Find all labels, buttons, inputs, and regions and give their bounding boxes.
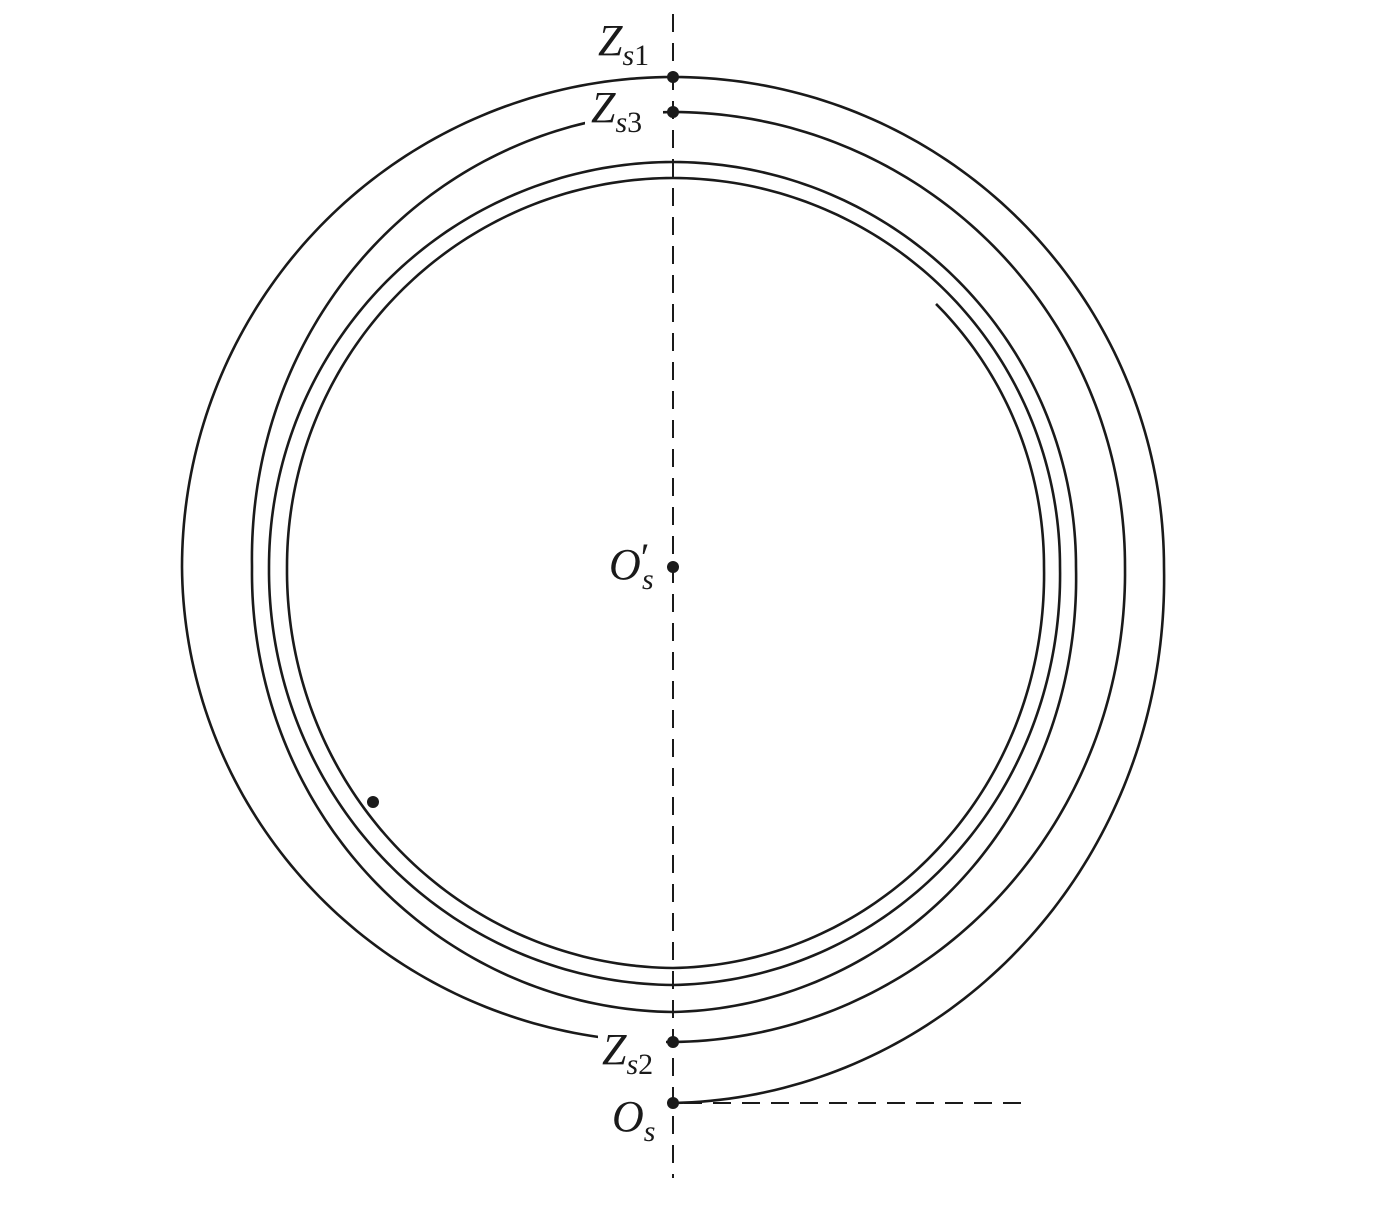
label-os-main: O — [612, 1092, 644, 1141]
label-zs3-backdrop — [585, 88, 663, 138]
label-zs3-num: 3 — [627, 106, 642, 139]
point-os-prime — [667, 561, 679, 573]
label-zs1-sub: s — [622, 39, 634, 72]
point-os — [667, 1097, 679, 1109]
label-os-sub: s — [644, 1115, 656, 1148]
label-zs2-num: 2 — [638, 1048, 653, 1081]
label-os-prime-main: O — [609, 540, 641, 589]
label-os-prime-sub: s — [642, 563, 654, 596]
point-zs1 — [667, 71, 679, 83]
label-zs2-main: Z — [602, 1025, 627, 1074]
label-zs1: Zs1 — [598, 16, 649, 72]
label-zs3-sub: s — [615, 106, 627, 139]
label-zs1-num: 1 — [634, 39, 649, 72]
label-zs3: Zs3 — [591, 83, 642, 139]
point-zs3 — [667, 106, 679, 118]
label-os-prime: O′s — [609, 535, 654, 596]
label-zs2-backdrop — [598, 1028, 666, 1080]
spiral-curve — [180, 75, 1166, 1105]
label-zs3-main: Z — [591, 83, 616, 132]
label-os-prime-mark: ′ — [641, 535, 650, 580]
label-zs1-main: Z — [598, 16, 623, 65]
label-zs2-sub: s — [626, 1048, 638, 1081]
point-zs2 — [667, 1036, 679, 1048]
label-zs2: Zs2 — [602, 1025, 653, 1081]
spiral-end-point — [367, 796, 379, 808]
label-os: Os — [612, 1092, 655, 1148]
